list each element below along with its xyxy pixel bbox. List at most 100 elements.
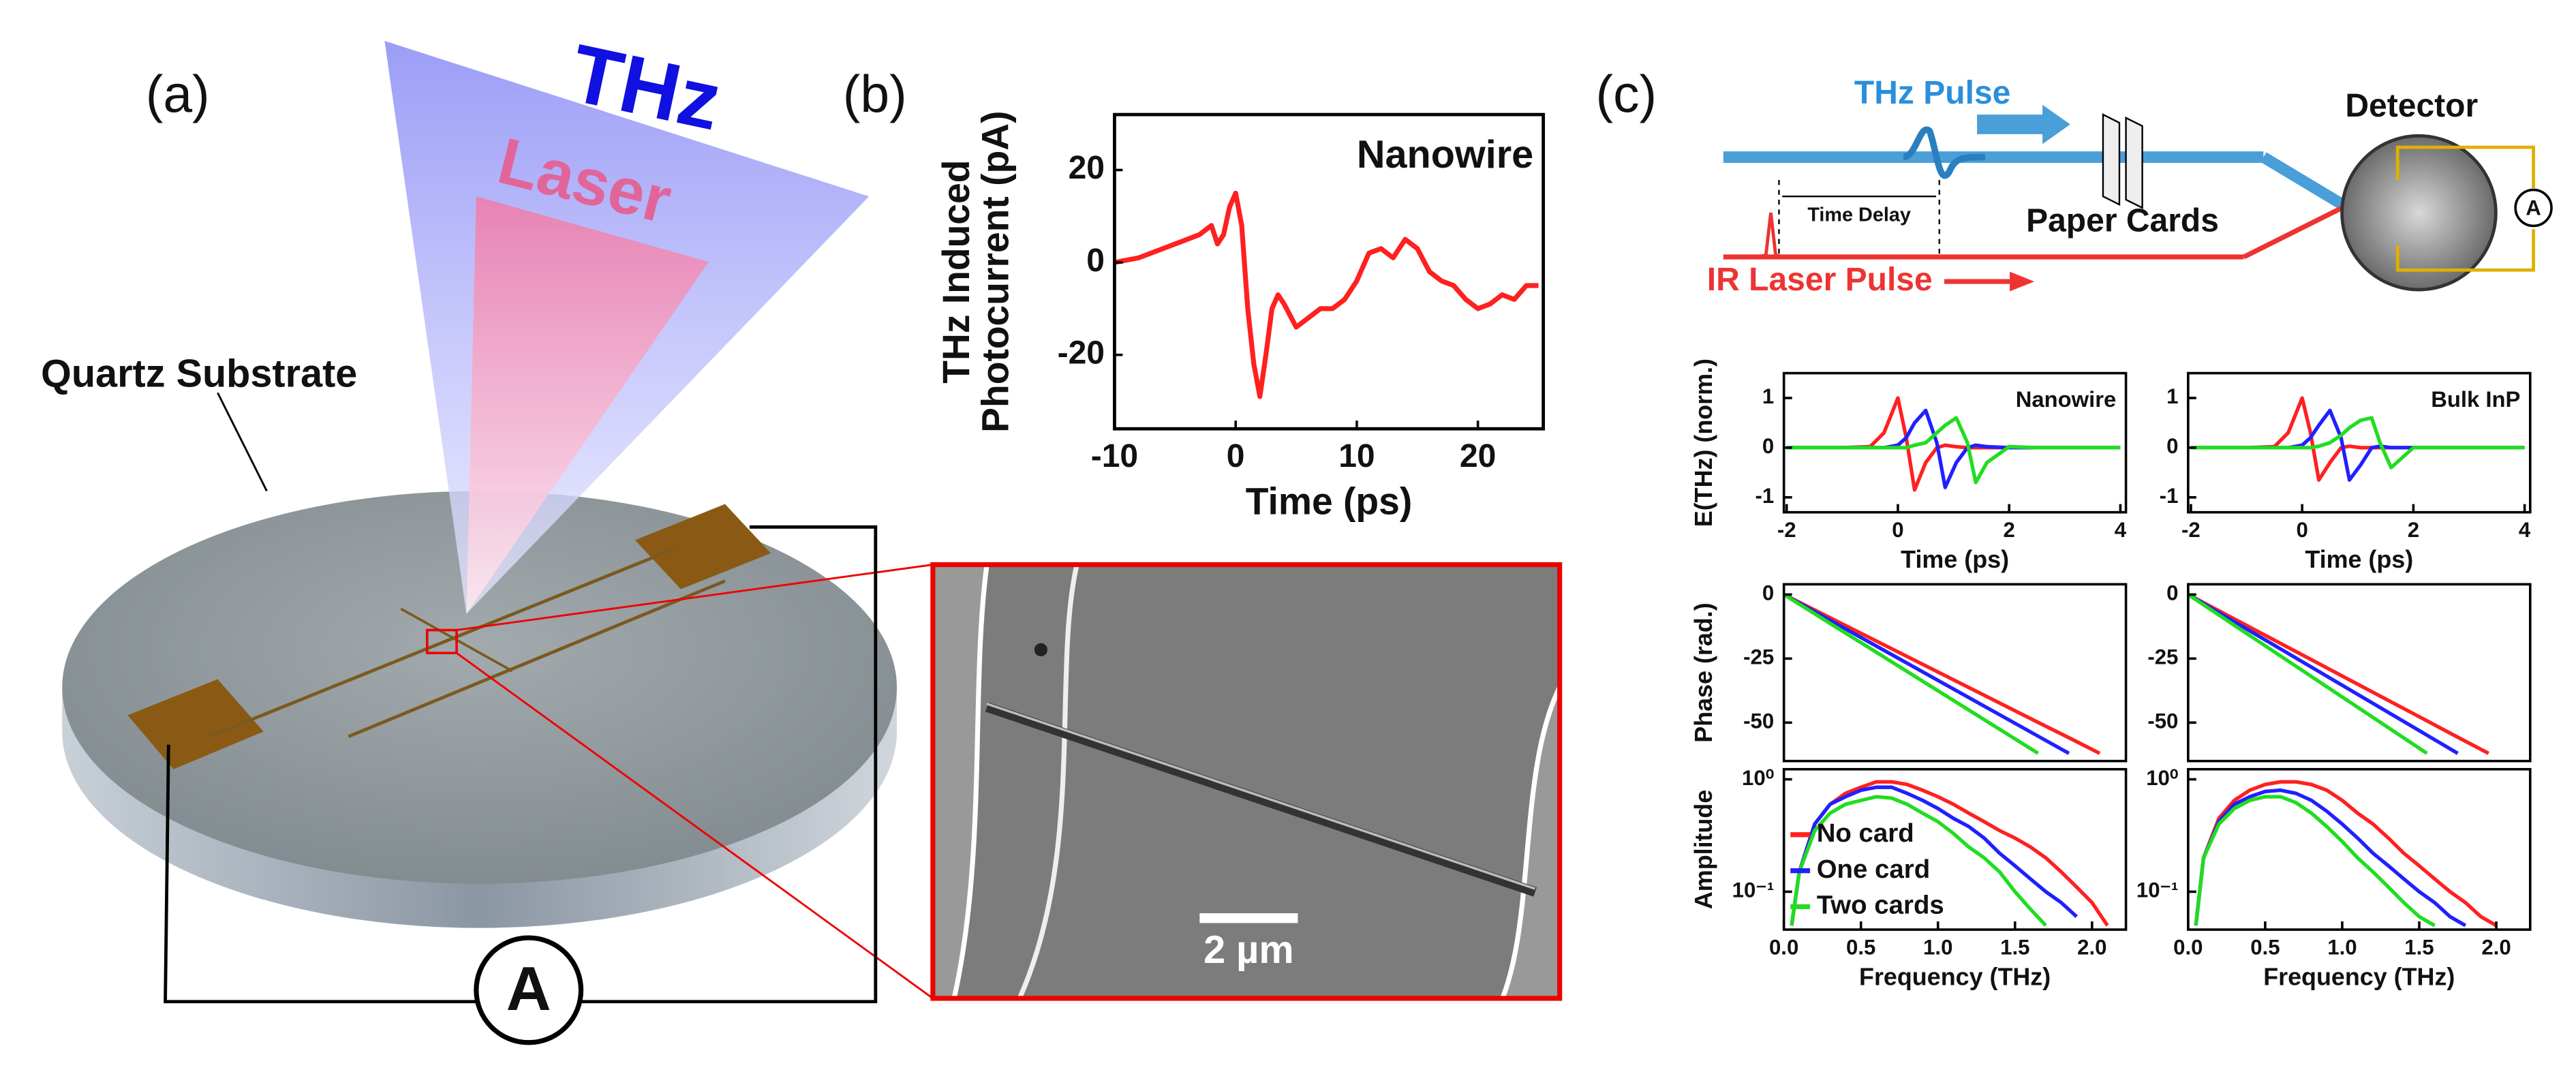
ammeter-label: A [506, 954, 551, 1024]
y-tick-label: -1 [2160, 484, 2179, 508]
paper-cards-label: Paper Cards [2026, 202, 2219, 239]
y-tick-label: 0 [1762, 581, 1774, 605]
y-tick-label: 10⁻¹ [1732, 878, 1775, 902]
ir-laser-label: IR Laser Pulse [1707, 262, 1933, 298]
panel-a: A Quartz Substrate (a) THz Laser [41, 27, 934, 1045]
scale-bar-label: 2 µm [1203, 928, 1293, 972]
chart: -1 0 1 -2 0 2 4 Time (ps) Bulk InP [2160, 371, 2532, 573]
data-line [2194, 780, 2498, 928]
x-tick-label: -2 [2181, 518, 2201, 542]
x-tick-label: 1.5 [2404, 935, 2434, 959]
x-tick-label: 0.5 [1846, 935, 1875, 959]
annotation: Nanowire [1357, 133, 1533, 177]
thz-waveform [1902, 126, 1986, 179]
paper-card [2102, 113, 2121, 206]
sem-particle [1034, 643, 1047, 657]
ammeter [474, 935, 584, 1045]
y-tick-label: 10⁰ [2146, 766, 2178, 790]
x-tick-label: -2 [1777, 518, 1796, 542]
chart: 0 -25 -50 [2147, 581, 2532, 763]
arrow [2010, 271, 2035, 292]
y-tick-label: -25 [2147, 645, 2178, 669]
sem-electrode [932, 564, 987, 998]
data-line [2188, 593, 2459, 755]
sem-background [932, 564, 1560, 998]
x-tick-label: 1.5 [2000, 935, 2029, 959]
x-tick-label: 20 [1460, 438, 1496, 474]
electrode [209, 547, 677, 738]
x-tick-label: 0 [1892, 518, 1903, 542]
x-tick-label: -10 [1091, 438, 1138, 474]
data-line [1786, 416, 2121, 485]
substrate-label: Quartz Substrate [41, 352, 357, 396]
panel-label: (c) [1595, 65, 1657, 123]
x-axis-label: Time (ps) [2305, 546, 2413, 573]
thz-pulse-label: THz Pulse [1854, 75, 2010, 111]
x-tick-label: 4 [2115, 518, 2127, 542]
y-tick-label: -25 [1743, 645, 1774, 669]
x-tick-label: 2 [2004, 518, 2015, 542]
y-axis-label: Phase (rad.) [1690, 602, 1717, 742]
y-tick-label: 0 [2166, 581, 2178, 605]
data-line [1114, 190, 1539, 399]
y-tick-label: 0 [2166, 434, 2178, 458]
y-tick-label: 1 [2166, 384, 2178, 408]
annotation: Bulk InP [2431, 386, 2520, 412]
x-tick-label: 10 [1338, 438, 1375, 474]
laser-pulse [1755, 212, 1786, 259]
zoom-box [425, 628, 458, 655]
x-tick-label: 0 [2296, 518, 2307, 542]
sem-electrode [1502, 687, 1560, 998]
detector [2340, 134, 2498, 292]
ammeter [2514, 188, 2553, 228]
x-tick-label: 1.0 [1923, 935, 1952, 959]
y-tick-label: 1 [1762, 384, 1774, 408]
detector-wire [2395, 229, 2535, 272]
x-tick-label: 2.0 [2481, 935, 2511, 959]
chart: -20 0 20 -10 0 10 20 Time (ps) THz InducedPhotoc… [935, 110, 1546, 522]
disc-top [62, 491, 898, 884]
data-line [1783, 593, 2070, 755]
zoom-line [456, 564, 934, 632]
y-axis-label: Photocurrent (pA) [975, 110, 1017, 432]
y-axis-label: Amplitude [1690, 790, 1717, 909]
laser-beam [2242, 204, 2346, 260]
nanowire [985, 702, 1537, 897]
y-axis-label: E(THz) (norm.) [1690, 358, 1717, 527]
panel-label: (b) [843, 65, 907, 123]
nanowire-highlight [986, 702, 1536, 890]
chart: -1 0 1 -2 0 2 4 Time (ps) E(THz) (norm.) Nanowire [1690, 358, 2128, 573]
y-tick-label: 0 [1086, 243, 1105, 279]
pad [634, 504, 771, 589]
panel-c-schematic: (c) Time Delay A THz Pulse Paper Cards I… [1595, 65, 2553, 298]
detector-wire [2395, 145, 2535, 189]
x-axis-label: Frequency (THz) [2263, 963, 2455, 990]
x-tick-label: 1.0 [2327, 935, 2357, 959]
plot-frame [2187, 767, 2532, 931]
y-tick-label: 10⁰ [1742, 766, 1774, 790]
legend-label: No card [1817, 818, 1914, 848]
sem-image: 2 µm [930, 562, 1563, 1001]
plot-frame [1782, 371, 2128, 514]
data-line [1790, 795, 2047, 927]
legend-label: Two cards [1817, 891, 1944, 920]
chart: 10⁻¹ 10⁰ 0.0 0.5 1.0 1.5 2.0 Frequency (THz) [2136, 766, 2532, 990]
x-tick-label: 4 [2519, 518, 2531, 542]
ammeter-label: A [2526, 196, 2541, 220]
plot-frame [2187, 583, 2532, 763]
y-tick-label: 20 [1069, 150, 1105, 186]
laser-cone [466, 196, 709, 614]
plot-frame [1782, 767, 2128, 931]
thz-beam [2260, 152, 2348, 211]
annotation: Nanowire [2016, 386, 2116, 412]
data-line [1783, 593, 2101, 755]
legend-label: One card [1817, 855, 1931, 884]
x-tick-label: 0 [1227, 438, 1245, 474]
chart: 10⁻¹ 10⁰ 0.0 0.5 1.0 1.5 2.0 Frequency (THz) Amp… [1690, 766, 2128, 990]
y-axis-label: THz Induced [935, 160, 977, 384]
data-line [1790, 785, 2079, 926]
data-line [2188, 593, 2489, 755]
time-delay-label: Time Delay [1807, 204, 1911, 226]
x-tick-label: 0.0 [1769, 935, 1798, 959]
